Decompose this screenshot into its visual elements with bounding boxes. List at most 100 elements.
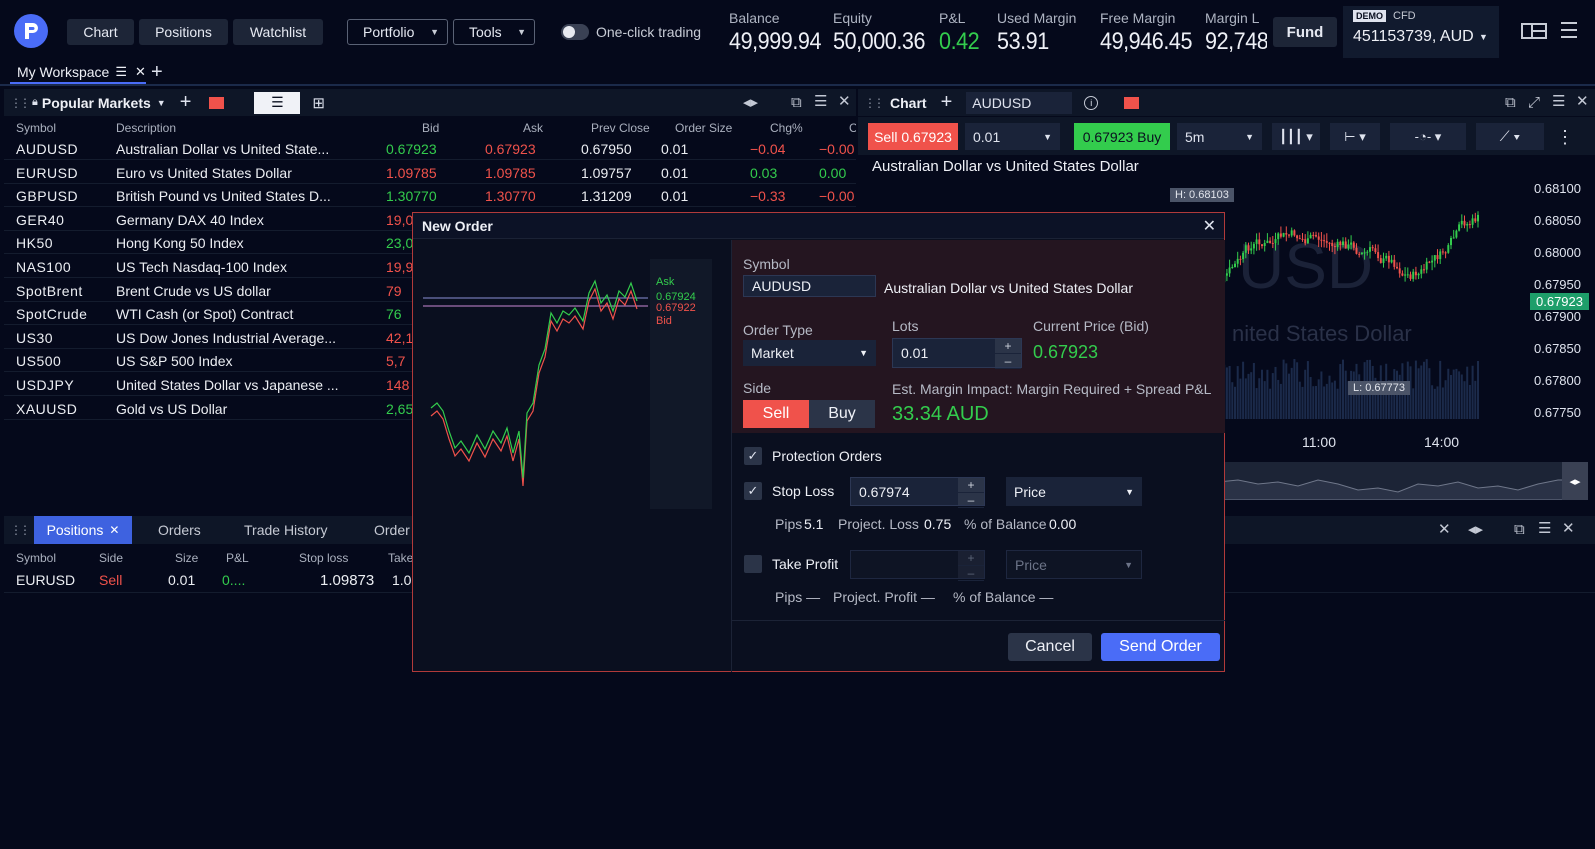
- menu-icon[interactable]: [1561, 22, 1577, 38]
- take-profit-stepper[interactable]: + –: [958, 551, 984, 581]
- nav-watchlist-button[interactable]: Watchlist: [233, 19, 323, 45]
- chart-lots-select[interactable]: 0.01 ▼: [965, 123, 1060, 150]
- symbol-input[interactable]: AUDUSD: [743, 275, 876, 297]
- plus-icon[interactable]: +: [958, 478, 984, 493]
- market-row[interactable]: AUDUSD Australian Dollar vs United State.…: [4, 137, 856, 160]
- col-chg[interactable]: Chg%: [770, 121, 803, 135]
- col-prev-close[interactable]: Prev Close: [591, 121, 650, 135]
- candle-body: [1404, 274, 1407, 276]
- plus-icon[interactable]: +: [958, 551, 984, 566]
- market-row[interactable]: GBPUSD British Pound vs United States D..…: [4, 184, 856, 208]
- split-icon[interactable]: ◂▸: [743, 94, 759, 111]
- app-logo[interactable]: [14, 14, 48, 48]
- close-icon[interactable]: ✕: [1202, 218, 1216, 235]
- take-profit-type-select[interactable]: Price ▼: [1006, 550, 1142, 579]
- fullscreen-icon[interactable]: ⤢: [1528, 94, 1541, 111]
- col-ask[interactable]: Ask: [523, 121, 544, 135]
- candle-body: [1309, 234, 1312, 239]
- close-icon[interactable]: ✕: [838, 93, 851, 110]
- popout-icon[interactable]: ⧉: [1505, 94, 1516, 111]
- menu-icon[interactable]: ☰: [1552, 93, 1566, 110]
- cancel-button[interactable]: Cancel: [1008, 633, 1092, 661]
- tab-trade-history[interactable]: Trade History: [244, 522, 328, 538]
- menu-icon[interactable]: ☰: [115, 64, 127, 79]
- color-tag-icon[interactable]: [1124, 96, 1140, 109]
- navigator-bar[interactable]: ◂▸: [1217, 462, 1588, 501]
- list-view-button[interactable]: ☰: [254, 91, 301, 114]
- time-icon[interactable]: -◔- ▾: [1390, 123, 1466, 150]
- split-icon[interactable]: ◂▸: [1468, 521, 1484, 538]
- navigator-handle[interactable]: ◂▸: [1562, 462, 1588, 500]
- close-icon[interactable]: ✕: [134, 64, 146, 79]
- col-description[interactable]: Description: [116, 121, 177, 135]
- chart-sell-button[interactable]: Sell 0.67923: [868, 123, 958, 150]
- fund-button[interactable]: Fund: [1273, 17, 1337, 47]
- stop-loss-checkbox[interactable]: ✓: [744, 482, 762, 500]
- chart-symbol-input[interactable]: AUDUSD: [966, 91, 1073, 114]
- indicators-icon[interactable]: ⊢ ▾: [1330, 123, 1380, 150]
- close-icon[interactable]: ✕: [1562, 520, 1575, 537]
- send-order-button[interactable]: Send Order: [1101, 633, 1220, 661]
- close-icon[interactable]: ✕: [109, 523, 120, 537]
- workspace-tab[interactable]: My Workspace ☰ ✕: [10, 62, 146, 84]
- col-stop-loss[interactable]: Stop loss: [299, 551, 349, 565]
- portfolio-dropdown[interactable]: Portfolio ▼: [347, 19, 448, 45]
- col-order-size[interactable]: Order Size: [675, 121, 733, 135]
- popout-icon[interactable]: ⧉: [791, 94, 802, 111]
- order-type-select[interactable]: Market ▼: [743, 340, 876, 366]
- col-take[interactable]: Take: [388, 551, 414, 565]
- info-icon[interactable]: i: [1084, 95, 1099, 110]
- col-size[interactable]: Size: [175, 551, 199, 565]
- menu-icon[interactable]: ☰: [814, 93, 828, 110]
- volume-bar: [1296, 362, 1299, 419]
- col-symbol[interactable]: Symbol: [16, 121, 57, 135]
- close-icon[interactable]: ✕: [1438, 521, 1451, 538]
- add-workspace-icon[interactable]: +: [151, 61, 163, 83]
- col-c[interactable]: C: [849, 121, 856, 135]
- drag-grip-icon[interactable]: ⋮⋮: [10, 95, 31, 110]
- lots-stepper[interactable]: + –: [995, 339, 1021, 369]
- tab-orders[interactable]: Orders: [158, 522, 201, 538]
- market-row[interactable]: EURUSD Euro vs United States Dollar 1.0978…: [4, 161, 856, 184]
- minus-icon[interactable]: –: [958, 566, 984, 581]
- more-icon[interactable]: ⋮: [1556, 127, 1574, 147]
- account-selector[interactable]: DEMO CFD 451153739, AUD ▼: [1343, 6, 1499, 58]
- drag-grip-icon[interactable]: ⋮⋮: [10, 523, 31, 537]
- add-icon[interactable]: +: [940, 91, 953, 113]
- candle-body: [1458, 224, 1461, 231]
- col-pl[interactable]: P&L: [226, 551, 249, 565]
- popout-icon[interactable]: ⧉: [1514, 521, 1525, 538]
- side-buy-button[interactable]: Buy: [809, 400, 875, 428]
- tab-order-history[interactable]: Order H: [374, 522, 424, 538]
- chart-buy-button[interactable]: 0.67923 Buy: [1074, 123, 1170, 150]
- plus-icon[interactable]: +: [995, 339, 1021, 354]
- one-click-toggle[interactable]: [561, 24, 589, 40]
- position-row[interactable]: EURUSD Sell 0.01 0.... 1.09873 1.0: [4, 568, 1595, 593]
- col-side[interactable]: Side: [99, 551, 124, 565]
- grid-view-icon[interactable]: ⊞: [312, 94, 325, 112]
- tools-dropdown[interactable]: Tools ▼: [453, 19, 535, 45]
- minus-icon[interactable]: –: [995, 354, 1021, 369]
- chevron-down-icon[interactable]: ▼: [156, 97, 166, 108]
- menu-icon[interactable]: ☰: [1538, 520, 1552, 537]
- candle-type-icon[interactable]: ┃┃┃ ▾: [1272, 123, 1320, 150]
- nav-chart-button[interactable]: Chart: [67, 19, 134, 45]
- stop-loss-stepper[interactable]: + –: [958, 478, 984, 508]
- drawing-tool-icon[interactable]: ⟋ ▾: [1476, 123, 1544, 150]
- col-bid[interactable]: Bid: [422, 121, 440, 135]
- tab-positions[interactable]: Positions ✕: [34, 516, 132, 544]
- minus-icon[interactable]: –: [958, 493, 984, 508]
- markets-title[interactable]: Popular Markets: [41, 94, 151, 111]
- interval-select[interactable]: 5m ▼: [1177, 123, 1262, 150]
- nav-positions-button[interactable]: Positions: [139, 19, 228, 45]
- protection-checkbox[interactable]: ✓: [744, 447, 762, 465]
- side-sell-button[interactable]: Sell: [743, 400, 809, 428]
- close-icon[interactable]: ✕: [1576, 93, 1589, 110]
- col-symbol[interactable]: Symbol: [16, 551, 57, 565]
- take-profit-checkbox[interactable]: [744, 555, 762, 573]
- drag-grip-icon[interactable]: ⋮⋮: [864, 95, 885, 110]
- stop-loss-type-select[interactable]: Price ▼: [1006, 477, 1142, 506]
- add-icon[interactable]: +: [179, 91, 192, 113]
- layout-icon[interactable]: [1521, 23, 1547, 39]
- color-tag-icon[interactable]: [209, 96, 225, 109]
